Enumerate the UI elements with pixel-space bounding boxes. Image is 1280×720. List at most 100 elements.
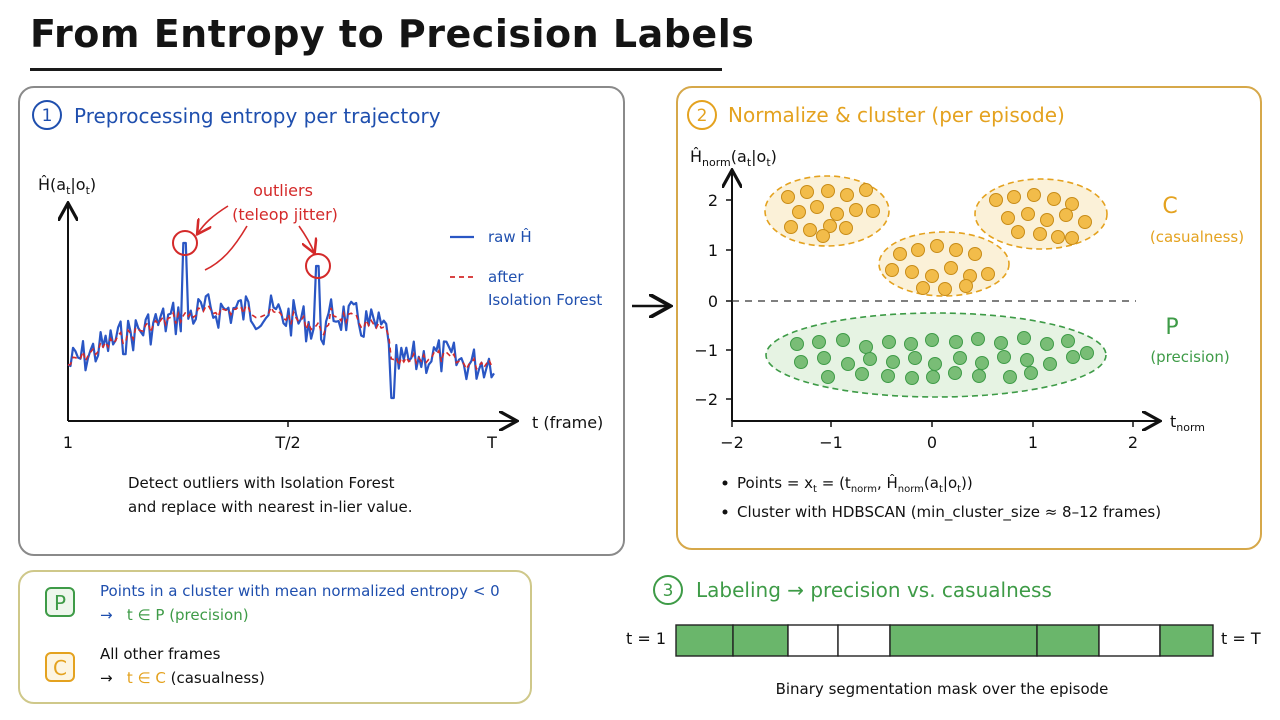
precision-point xyxy=(863,352,877,366)
precision-point xyxy=(928,357,942,371)
precision-point xyxy=(794,355,808,369)
casualness-point xyxy=(800,185,814,199)
cluster-c-letter: C xyxy=(1162,194,1177,219)
casualness-point xyxy=(885,263,899,277)
panel2-x-tick-label: 0 xyxy=(927,433,937,452)
panel1-x-tick-2: T/2 xyxy=(274,433,300,452)
casualness-point xyxy=(930,239,944,253)
precision-point xyxy=(972,369,986,383)
panel2-ticks: 2 1 0 −1 −2 −2 −1 0 1 2 xyxy=(694,191,1138,452)
cluster-c-word: (casualness) xyxy=(1150,228,1244,246)
filtered-entropy-line xyxy=(67,304,495,371)
panel2-heading: 2 Normalize & cluster (per episode) xyxy=(687,100,1065,130)
mask-segment-precision xyxy=(1036,624,1100,657)
precision-point xyxy=(812,335,826,349)
panel1-caption-1: Detect outliers with Isolation Forest xyxy=(128,474,395,492)
precision-point xyxy=(904,337,918,351)
panel2-title: Normalize & cluster (per episode) xyxy=(728,103,1065,127)
p-rule-line-2: → t ∈ P (precision) xyxy=(100,606,249,624)
casualness-point xyxy=(959,279,973,293)
outlier-arrow-2 xyxy=(298,225,314,252)
panel2-y-label: Ĥnorm(at|ot) xyxy=(690,147,777,169)
precision-point xyxy=(841,357,855,371)
casualness-point xyxy=(916,281,930,295)
precision-point xyxy=(1066,350,1080,364)
cluster-p-hull xyxy=(765,312,1107,398)
panel2-number: 2 xyxy=(697,106,708,126)
c-rule-line-2: → t ∈ C (casualness) xyxy=(100,669,265,687)
precision-point xyxy=(1061,334,1075,348)
panel2-x-label: tnorm xyxy=(1170,412,1205,434)
mask-segment-precision xyxy=(1159,624,1214,657)
casualness-point xyxy=(803,223,817,237)
outlier-circle-2 xyxy=(305,253,331,279)
precision-point xyxy=(953,351,967,365)
panel1-x-tick-1: 1 xyxy=(63,433,73,452)
panel-normalize-cluster xyxy=(676,86,1262,550)
bullet-dot-1 xyxy=(722,480,728,486)
precision-point xyxy=(817,351,831,365)
panel2-x-tick-label: 2 xyxy=(1128,433,1138,452)
casualness-point xyxy=(1011,225,1025,239)
casualness-point xyxy=(784,220,798,234)
mask-end-label: t = T xyxy=(1221,629,1261,648)
precision-point xyxy=(855,367,869,381)
precision-point xyxy=(997,350,1011,364)
mask-caption: Binary segmentation mask over the episod… xyxy=(776,680,1109,698)
casualness-point xyxy=(905,265,919,279)
panel1-title: Preprocessing entropy per trajectory xyxy=(74,104,441,128)
panel2-y-tick-label: 2 xyxy=(708,191,718,210)
precision-point xyxy=(925,333,939,347)
casualness-point xyxy=(859,183,873,197)
panel1-heading: 1 Preprocessing entropy per trajectory xyxy=(32,100,441,130)
mask-segment-casualness xyxy=(837,624,891,657)
casualness-point xyxy=(949,243,963,257)
panel2-y-tick-label: 0 xyxy=(708,292,718,311)
outlier-squiggle xyxy=(204,225,248,271)
precision-point xyxy=(905,371,919,385)
precision-point xyxy=(1040,337,1054,351)
casualness-point xyxy=(839,221,853,235)
precision-point xyxy=(1080,346,1094,360)
precision-point xyxy=(948,366,962,380)
panel1-number: 1 xyxy=(42,106,53,126)
precision-point xyxy=(886,355,900,369)
title-underline xyxy=(30,68,722,71)
precision-point xyxy=(859,340,873,354)
precision-point xyxy=(881,369,895,383)
legend-after-label-2: Isolation Forest xyxy=(488,291,602,309)
casualness-point xyxy=(792,205,806,219)
casualness-point xyxy=(938,282,952,296)
panel2-y-tick-label: −2 xyxy=(694,390,718,409)
precision-point xyxy=(994,336,1008,350)
mask-start-label: t = 1 xyxy=(626,629,666,648)
panel-preprocessing xyxy=(18,86,625,556)
casualness-point xyxy=(1033,227,1047,241)
panel2-x-tick-label: −2 xyxy=(720,433,744,452)
mask-segment-casualness xyxy=(787,624,839,657)
legend-raw-label: raw Ĥ xyxy=(488,227,532,246)
panel1-y-label: Ĥ(at|ot) xyxy=(38,175,96,197)
casualness-point xyxy=(1047,192,1061,206)
casualness-point xyxy=(1059,208,1073,222)
segmentation-mask xyxy=(675,624,1214,657)
legend-after-label: after xyxy=(488,268,524,286)
casualness-point xyxy=(810,200,824,214)
panel2-x-tick-label: −1 xyxy=(819,433,843,452)
precision-point xyxy=(1043,357,1057,371)
casualness-point xyxy=(840,188,854,202)
casualness-point xyxy=(925,269,939,283)
mask-segment-precision xyxy=(675,624,734,657)
casualness-point xyxy=(944,261,958,275)
cluster-p-word: (precision) xyxy=(1150,348,1229,366)
precision-points xyxy=(790,331,1094,385)
panel1-x-tick-3: T xyxy=(486,433,497,452)
precision-point xyxy=(836,333,850,347)
outlier-circle-1 xyxy=(172,230,198,256)
mask-segment-casualness xyxy=(1098,624,1161,657)
precision-point xyxy=(1024,366,1038,380)
casualness-point xyxy=(866,204,880,218)
precision-point xyxy=(908,351,922,365)
precision-point xyxy=(882,335,896,349)
outlier-arrow-1 xyxy=(198,205,229,233)
